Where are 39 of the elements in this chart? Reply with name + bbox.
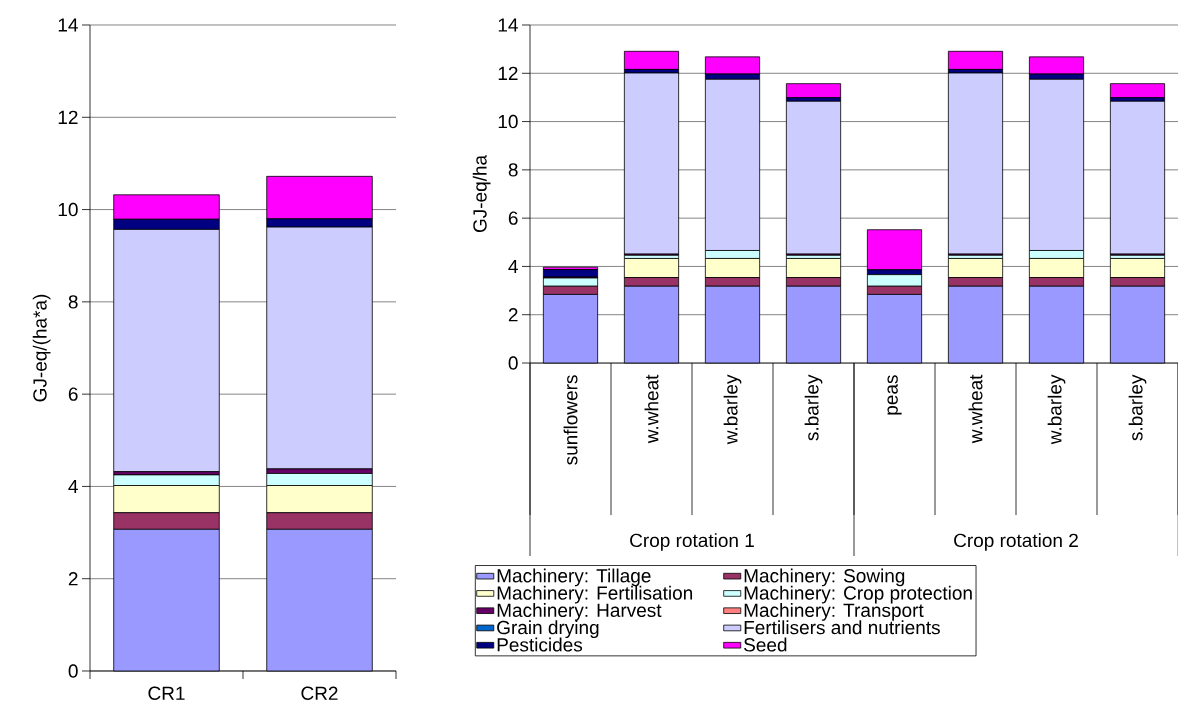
y-tick-label: 12	[58, 110, 78, 124]
x-tick-label: CR1	[148, 686, 185, 700]
y-tick-label: 4	[68, 479, 78, 493]
y-tick-label: 0	[508, 356, 518, 370]
text: Crop rotation 2	[954, 533, 1078, 551]
legend-label: Seed	[744, 637, 787, 652]
text: Crop rotation 1	[630, 533, 754, 551]
x-tick-label: w.wheat	[644, 374, 659, 444]
y-tick-label: 6	[68, 387, 78, 401]
legend-label: Machinery: Transport	[744, 603, 924, 621]
legend-label: Pesticides	[497, 637, 583, 652]
y-tick-label: 14	[498, 18, 518, 32]
y-tick-label: 2	[508, 308, 518, 322]
y-tick-label: 8	[508, 163, 518, 177]
y-tick-label: 2	[68, 572, 78, 586]
x-tick-label: s.barley	[1128, 374, 1147, 441]
y-tick-label: 8	[68, 295, 78, 309]
y-tick-label: 12	[498, 66, 518, 80]
y-tick-label: 6	[508, 211, 518, 225]
y-axis-title: GJ-eq/ha	[472, 154, 491, 233]
x-tick-label: peas	[887, 375, 902, 415]
x-tick-label: w.barley	[723, 374, 742, 445]
legend-label: Machinery: Crop protection	[744, 585, 972, 604]
y-tick-label: 14	[58, 18, 78, 32]
y-tick-label: 0	[68, 664, 78, 678]
y-tick-label: 10	[58, 202, 78, 217]
x-tick-label: CR2	[301, 686, 338, 700]
y-tick-label: 4	[508, 259, 518, 273]
legend-label: Machinery: Tillage	[497, 568, 651, 587]
legend-label: Fertilisers and nutrients	[744, 620, 940, 635]
y-axis-title: GJ-eq/(ha*a)	[32, 294, 51, 402]
y-tick-label: 10	[498, 114, 518, 129]
x-tick-label: w.barley	[1047, 374, 1066, 445]
legend-label: Machinery: Harvest	[497, 603, 662, 621]
x-tick-label: w.wheat	[968, 374, 983, 444]
x-tick-label: sunflowers	[563, 375, 578, 465]
legend-label: Machinery: Sowing	[744, 568, 905, 587]
x-tick-label: s.barley	[804, 374, 823, 441]
legend-label: Machinery: Fertilisation	[497, 585, 693, 604]
